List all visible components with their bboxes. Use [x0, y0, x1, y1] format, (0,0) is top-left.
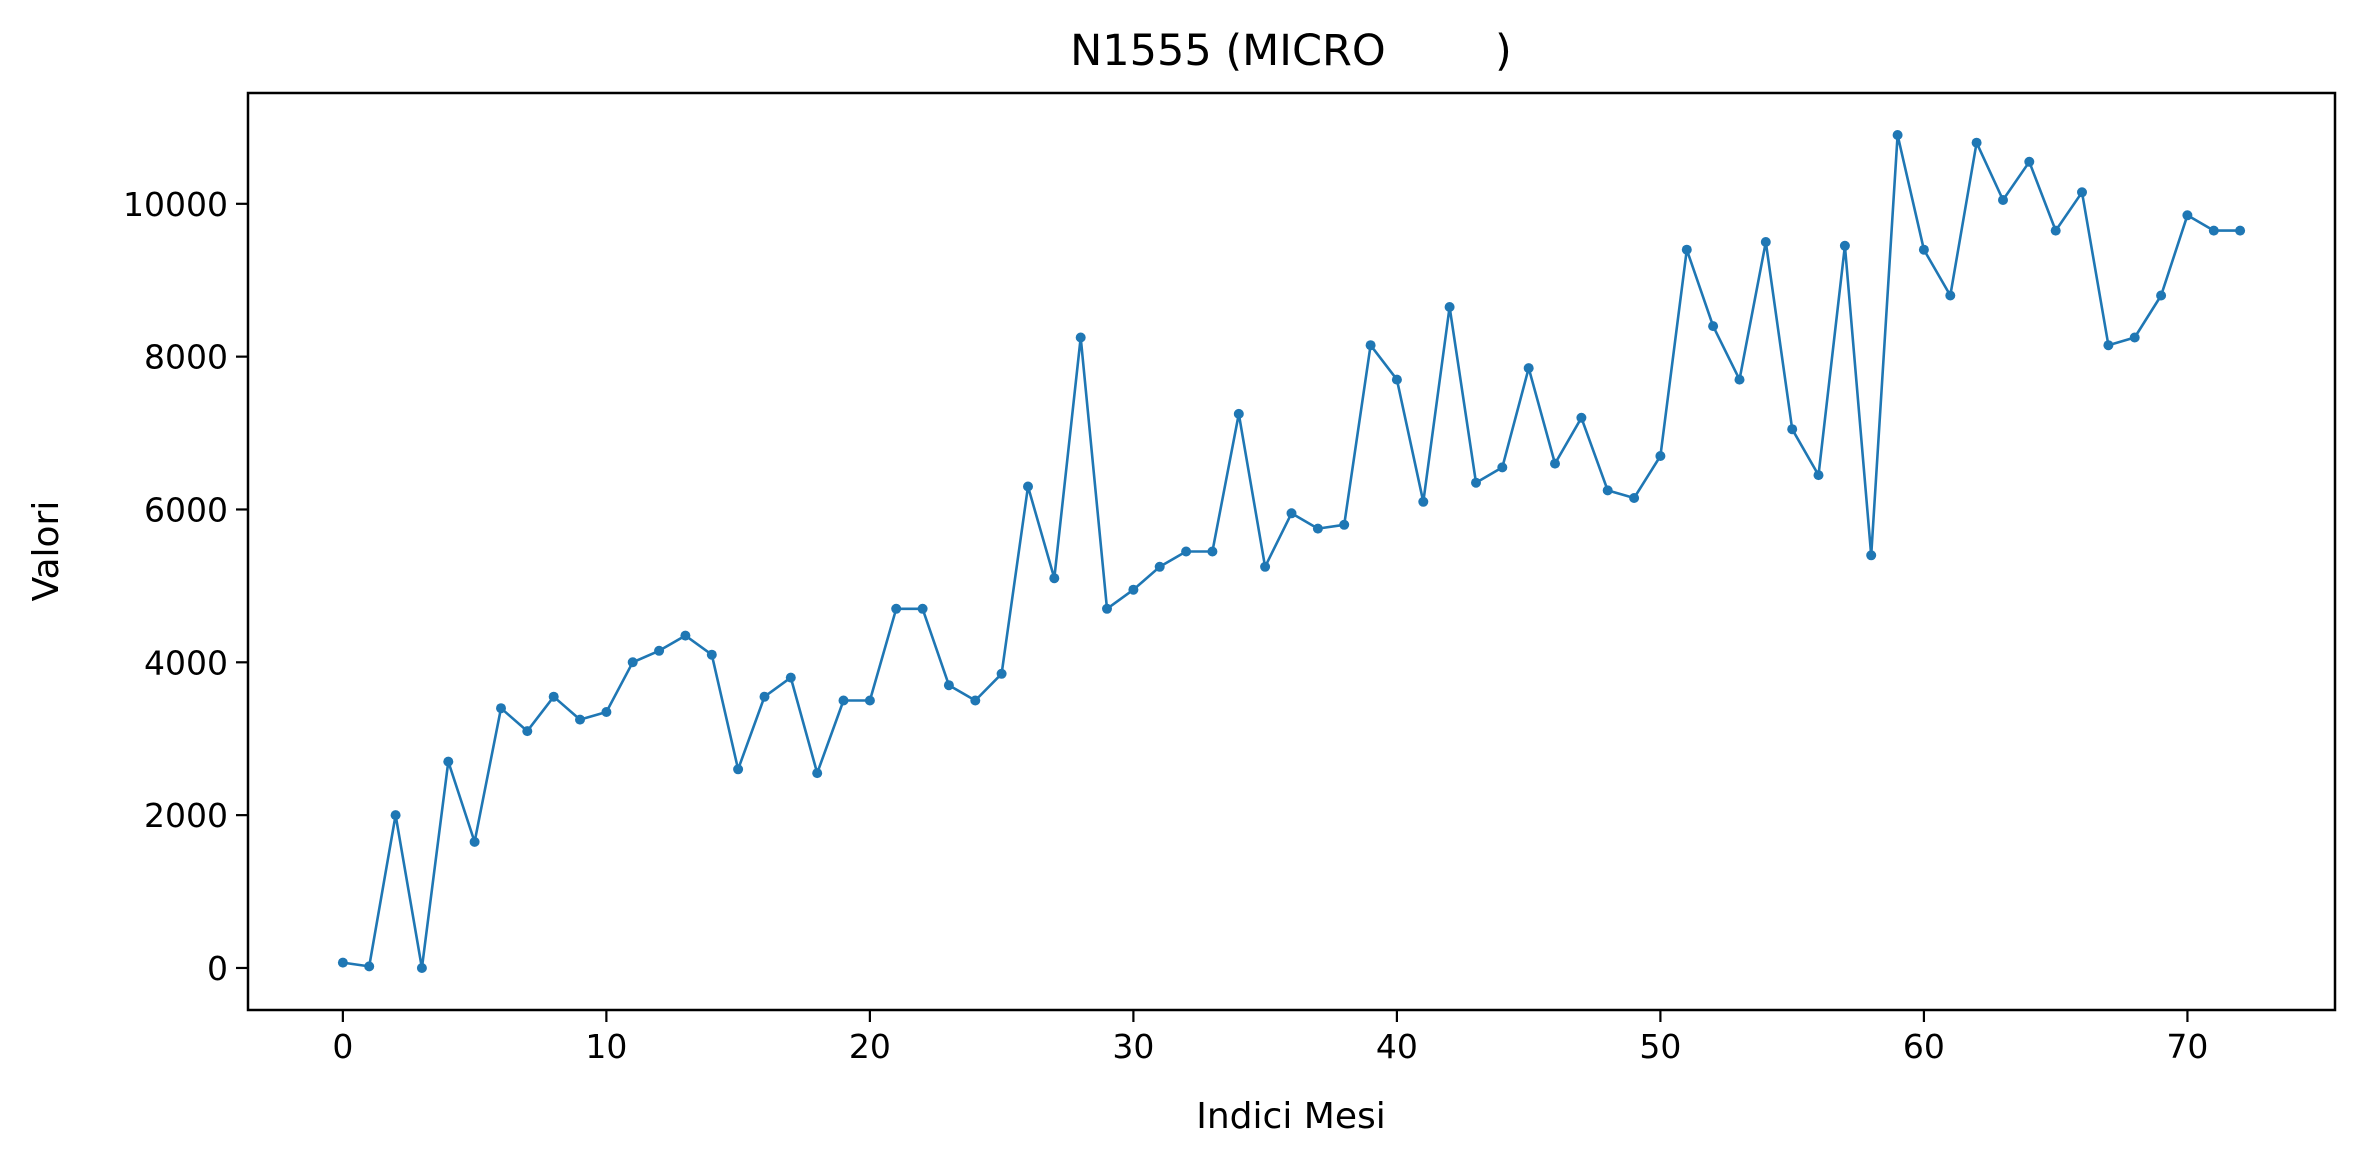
data-point	[1497, 462, 1508, 473]
x-tick-label: 50	[1639, 1027, 1681, 1066]
data-point	[469, 836, 480, 847]
data-point	[1629, 493, 1640, 503]
chart-title: N1555 (MICRO )	[1070, 26, 1512, 76]
data-point	[2077, 187, 2087, 198]
data-point	[2182, 210, 2193, 221]
data-point	[1339, 519, 1350, 530]
data-point	[1391, 374, 1402, 385]
data-point	[1576, 412, 1587, 423]
data-point	[627, 657, 638, 668]
data-point	[1708, 321, 1719, 332]
data-point	[337, 957, 348, 968]
data-point	[1655, 451, 1666, 461]
x-tick-label: 20	[849, 1027, 891, 1066]
data-point	[1286, 508, 1297, 519]
data-point	[1365, 340, 1376, 351]
data-point	[733, 764, 744, 775]
data-point	[575, 714, 585, 725]
data-point	[1102, 603, 1112, 614]
data-point	[2208, 225, 2219, 236]
data-point	[1154, 561, 1165, 572]
data-point	[1866, 550, 1877, 561]
data-point	[2103, 340, 2114, 351]
data-point	[1681, 244, 1692, 255]
y-tick-label: 2000	[144, 796, 228, 835]
data-point	[496, 703, 506, 714]
series-line	[342, 133, 2241, 970]
y-axis-ticks: 0 2000 4000 6000 8000 10000	[123, 185, 248, 988]
data-point	[1892, 130, 1903, 140]
data-point	[1734, 374, 1745, 385]
x-axis-ticks: 0 10 20 30 40 50 60 70	[332, 1010, 2208, 1066]
data-point	[1523, 363, 1534, 374]
y-tick-label: 8000	[144, 338, 228, 377]
x-tick-label: 60	[1903, 1027, 1945, 1066]
data-point	[1418, 496, 1429, 507]
data-point	[1181, 546, 1192, 557]
data-point	[1998, 195, 2008, 205]
data-point	[1233, 408, 1244, 419]
data-point	[2050, 225, 2061, 236]
data-point	[548, 691, 559, 702]
data-point	[522, 726, 533, 737]
y-tick-label: 0	[207, 949, 228, 988]
plot-frame	[246, 91, 2337, 1012]
data-point	[706, 649, 717, 660]
data-point	[1602, 485, 1613, 496]
data-point	[390, 810, 401, 821]
data-point	[1945, 290, 1956, 301]
data-point	[785, 672, 796, 683]
data-point	[996, 668, 1007, 679]
data-point	[1312, 523, 1323, 534]
data-point	[680, 630, 691, 641]
data-point	[1760, 237, 1771, 247]
data-point	[601, 707, 612, 717]
data-point	[864, 695, 875, 706]
data-point	[1023, 481, 1033, 492]
data-point	[838, 695, 849, 706]
data-point	[1550, 458, 1560, 469]
data-point	[2235, 225, 2246, 236]
series-layer	[337, 130, 2246, 973]
data-point	[1444, 302, 1455, 312]
x-tick-label: 40	[1376, 1027, 1418, 1066]
x-axis-label: Indici Mesi	[1196, 1096, 1386, 1137]
data-point	[891, 603, 902, 614]
data-point	[1918, 244, 1929, 255]
data-point	[364, 961, 375, 972]
y-axis-label: Valori	[26, 501, 67, 602]
data-point	[1075, 332, 1086, 343]
y-tick-label: 6000	[144, 490, 228, 529]
data-point	[1471, 477, 1481, 488]
data-point	[1971, 137, 1982, 148]
x-tick-label: 30	[1112, 1027, 1154, 1066]
data-point	[812, 768, 823, 779]
data-point	[1128, 584, 1139, 595]
data-point	[443, 756, 454, 767]
data-point	[1839, 240, 1850, 251]
data-point	[970, 695, 981, 706]
data-point	[1260, 561, 1271, 572]
data-point	[1207, 546, 1218, 557]
data-point	[917, 603, 928, 614]
data-point	[2129, 332, 2140, 343]
y-tick-label: 10000	[123, 185, 228, 224]
y-tick-label: 4000	[144, 643, 228, 682]
data-point	[2024, 156, 2035, 167]
x-tick-label: 10	[585, 1027, 627, 1066]
data-point	[416, 963, 427, 973]
x-tick-label: 70	[2166, 1027, 2208, 1066]
data-point	[759, 691, 770, 702]
data-point	[943, 680, 954, 691]
data-point	[2156, 290, 2167, 301]
data-point	[1787, 424, 1798, 435]
x-tick-label: 0	[332, 1027, 353, 1066]
data-point	[1049, 573, 1060, 584]
data-point	[654, 645, 665, 656]
data-point	[1813, 470, 1824, 481]
